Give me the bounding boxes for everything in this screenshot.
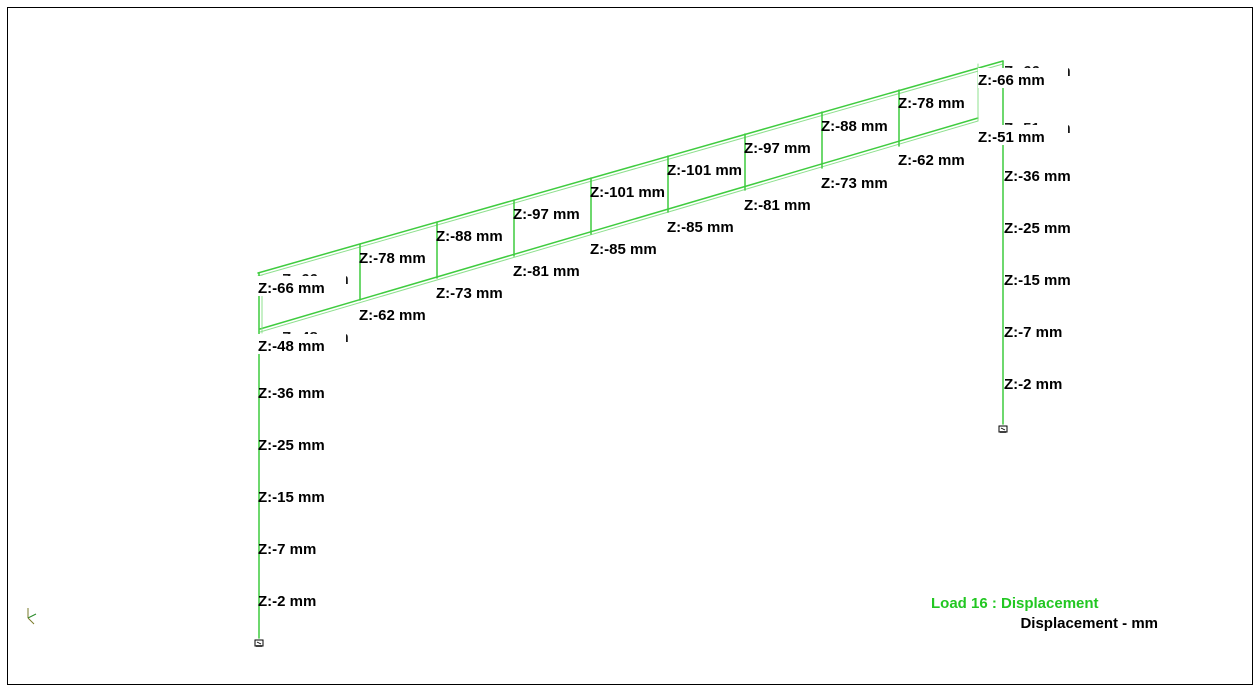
bottom-chord-label: Z:-51 mm (978, 129, 1045, 146)
right-column-label: Z:-7 mm (1004, 324, 1062, 341)
structural-view-canvas[interactable]: Z:-66 mm Z:-51 mm Z:-66 mm Z:-48 mm Z:-6… (7, 7, 1253, 685)
bottom-chord-label: Z:-62 mm (359, 307, 426, 324)
top-chord-member-edge (257, 63, 1004, 277)
top-chord-label: Z:-101 mm (590, 184, 665, 201)
bottom-chord-label: Z:-85 mm (667, 219, 734, 236)
bottom-chord-member-edge (259, 120, 979, 333)
right-column-label: Z:-2 mm (1004, 376, 1062, 393)
bottom-chord-label: Z:-81 mm (744, 197, 811, 214)
left-column-label: Z:-25 mm (258, 437, 325, 454)
legend: Load 16 : Displacement Displacement - mm (931, 595, 1158, 632)
bottom-chord-label: Z:-85 mm (590, 241, 657, 258)
top-chord-labels: Z:-66 mm Z:-66 mm Z:-78 mm Z:-88 mm Z:-9… (256, 68, 1068, 297)
right-column-label: Z:-36 mm (1004, 168, 1071, 185)
left-column-label: Z:-15 mm (258, 489, 325, 506)
top-chord-label: Z:-88 mm (821, 118, 888, 135)
top-chord-label: Z:-97 mm (513, 206, 580, 223)
top-chord-label: Z:-66 mm (978, 72, 1045, 89)
top-chord-label: Z:-78 mm (898, 95, 965, 112)
frame-members (257, 60, 1004, 639)
bottom-chord-label: Z:-81 mm (513, 263, 580, 280)
left-column-label: Z:-48 mm (258, 338, 325, 355)
top-chord-member (257, 60, 1004, 274)
frame-diagram: Z:-66 mm Z:-51 mm Z:-66 mm Z:-48 mm Z:-6… (27, 60, 1158, 647)
axis-triad-icon (27, 608, 37, 625)
bottom-chord-member (259, 117, 979, 330)
legend-title: Load 16 : Displacement (931, 595, 1099, 612)
bottom-chord-label: Z:-73 mm (436, 285, 503, 302)
top-chord-label: Z:-97 mm (744, 140, 811, 157)
pinned-support-icon[interactable] (998, 425, 1008, 433)
left-column-label: Z:-36 mm (258, 385, 325, 402)
bottom-chord-labels: Z:-62 mm Z:-73 mm Z:-81 mm Z:-85 mm Z:-8… (359, 125, 1068, 324)
top-chord-label: Z:-78 mm (359, 250, 426, 267)
right-column-label: Z:-15 mm (1004, 272, 1071, 289)
right-column-label: Z:-25 mm (1004, 220, 1071, 237)
right-column-labels: Z:-36 mm Z:-25 mm Z:-15 mm Z:-7 mm Z:-2 … (1004, 168, 1071, 393)
top-chord-label: Z:-66 mm (258, 280, 325, 297)
left-column-label: Z:-7 mm (258, 541, 316, 558)
left-column-labels: Z:-48 mm Z:-36 mm Z:-25 mm Z:-15 mm Z:-7… (256, 334, 346, 610)
top-chord-label: Z:-88 mm (436, 228, 503, 245)
pinned-support-icon[interactable] (254, 639, 264, 647)
legend-unit: Displacement - mm (1020, 615, 1158, 632)
left-column-label: Z:-2 mm (258, 593, 316, 610)
bottom-chord-label: Z:-62 mm (898, 152, 965, 169)
bottom-chord-label: Z:-73 mm (821, 175, 888, 192)
top-chord-label: Z:-101 mm (667, 162, 742, 179)
